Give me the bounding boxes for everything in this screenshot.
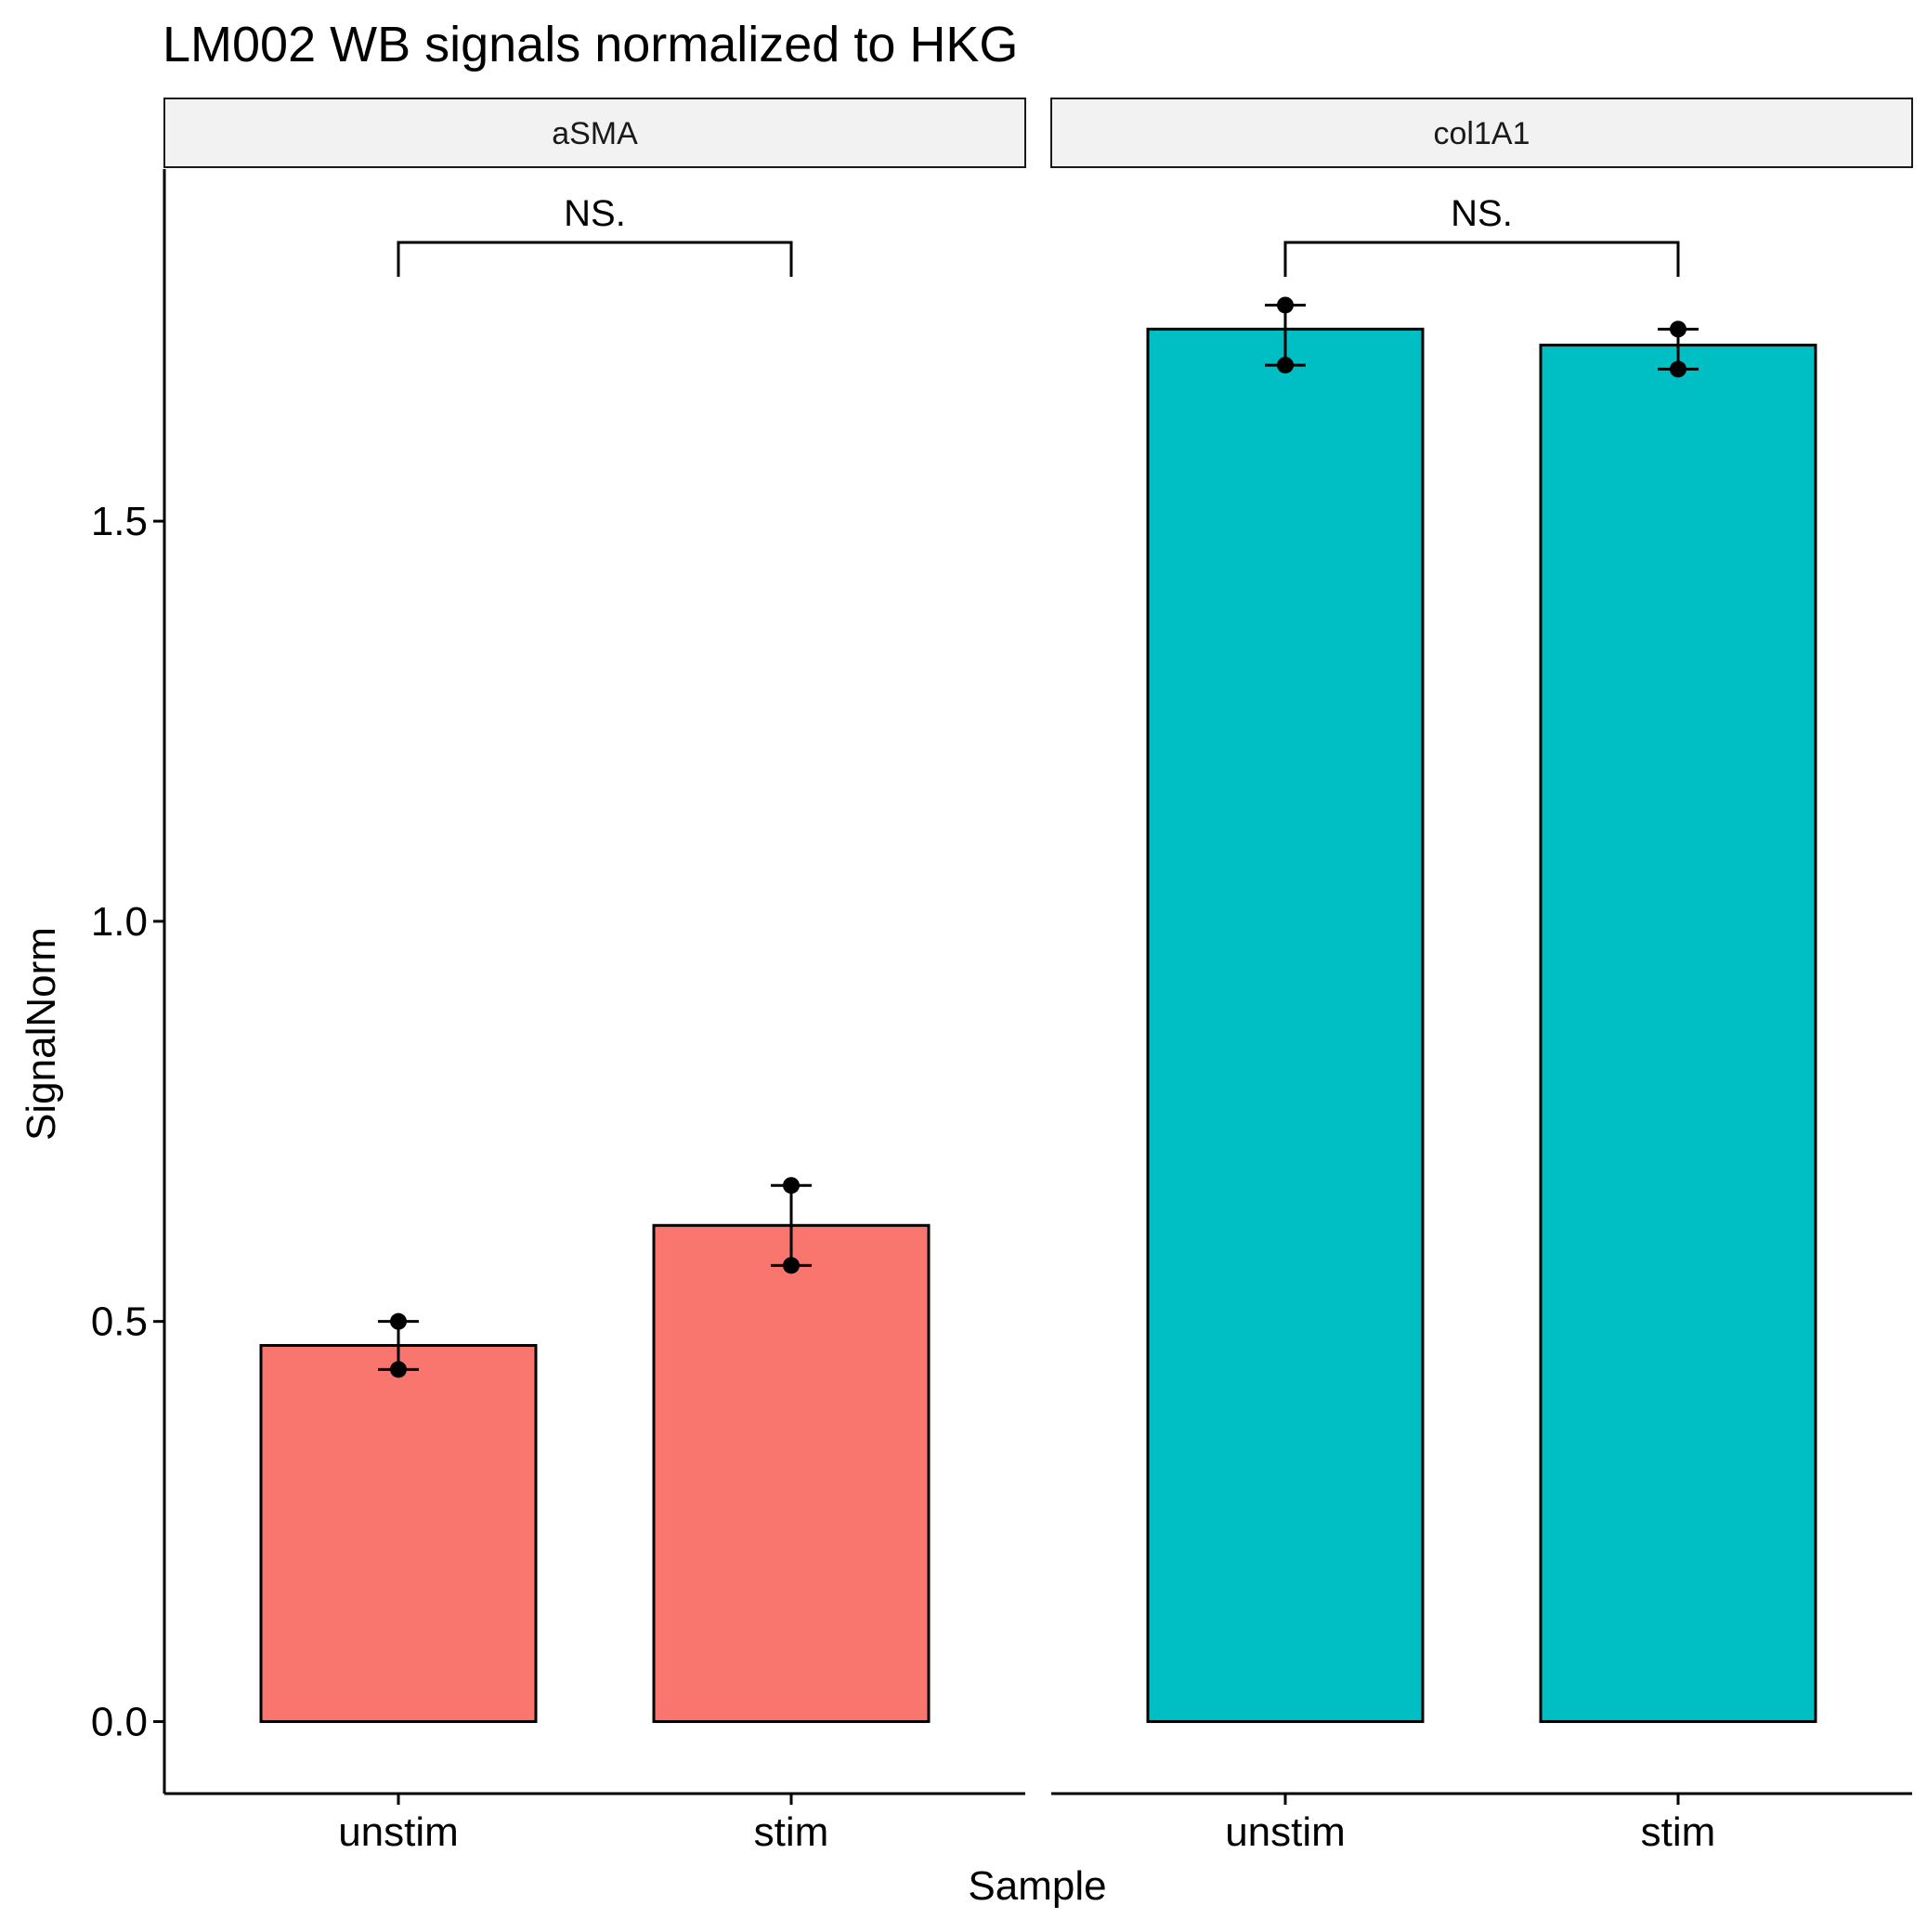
y-tick-label: 0.5 xyxy=(91,1299,148,1345)
data-point xyxy=(1670,360,1686,378)
facet-strip xyxy=(163,98,1026,168)
panel-col1A1: col1A1 unstim stim NS. xyxy=(1050,98,1913,1855)
data-point xyxy=(390,1312,407,1330)
facet-strip-label: aSMA xyxy=(552,116,638,151)
x-tick-label: unstim xyxy=(338,1809,459,1855)
facet-strip xyxy=(1050,98,1913,168)
x-tick-label: unstim xyxy=(1225,1809,1346,1855)
significance-label: NS. xyxy=(1451,193,1513,234)
x-tick-label: stim xyxy=(754,1809,829,1855)
data-point xyxy=(783,1177,800,1194)
bar-stim xyxy=(1539,344,1817,1723)
bar-stim xyxy=(652,1223,931,1723)
panels-layer: aSMA unstim stim NS. col1A1 unstim stim NS. xyxy=(163,98,1913,1855)
significance-bracket xyxy=(397,241,793,277)
y-tick-label: 0.0 xyxy=(91,1699,148,1744)
data-point xyxy=(390,1361,407,1378)
facet-strip-label: col1A1 xyxy=(1434,116,1530,151)
significance-bracket xyxy=(1283,241,1680,277)
data-point xyxy=(1277,357,1294,374)
bar-unstim xyxy=(259,1344,538,1723)
chart-title: LM002 WB signals normalized to HKG xyxy=(163,17,1018,72)
data-point xyxy=(783,1257,800,1274)
x-axis-title: Sample xyxy=(968,1863,1106,1909)
significance-label: NS. xyxy=(564,193,626,234)
x-tick-label: stim xyxy=(1641,1809,1716,1855)
data-point xyxy=(1277,296,1294,314)
data-point xyxy=(1670,320,1686,338)
panel-aSMA: aSMA unstim stim NS. xyxy=(163,98,1026,1855)
y-axis-title: SignalNorm xyxy=(19,927,64,1141)
y-axis: 0.0 0.5 1.0 1.5 xyxy=(91,169,166,1794)
y-tick-label: 1.0 xyxy=(91,899,148,945)
y-tick-label: 1.5 xyxy=(91,499,148,544)
bar-unstim xyxy=(1146,327,1425,1723)
